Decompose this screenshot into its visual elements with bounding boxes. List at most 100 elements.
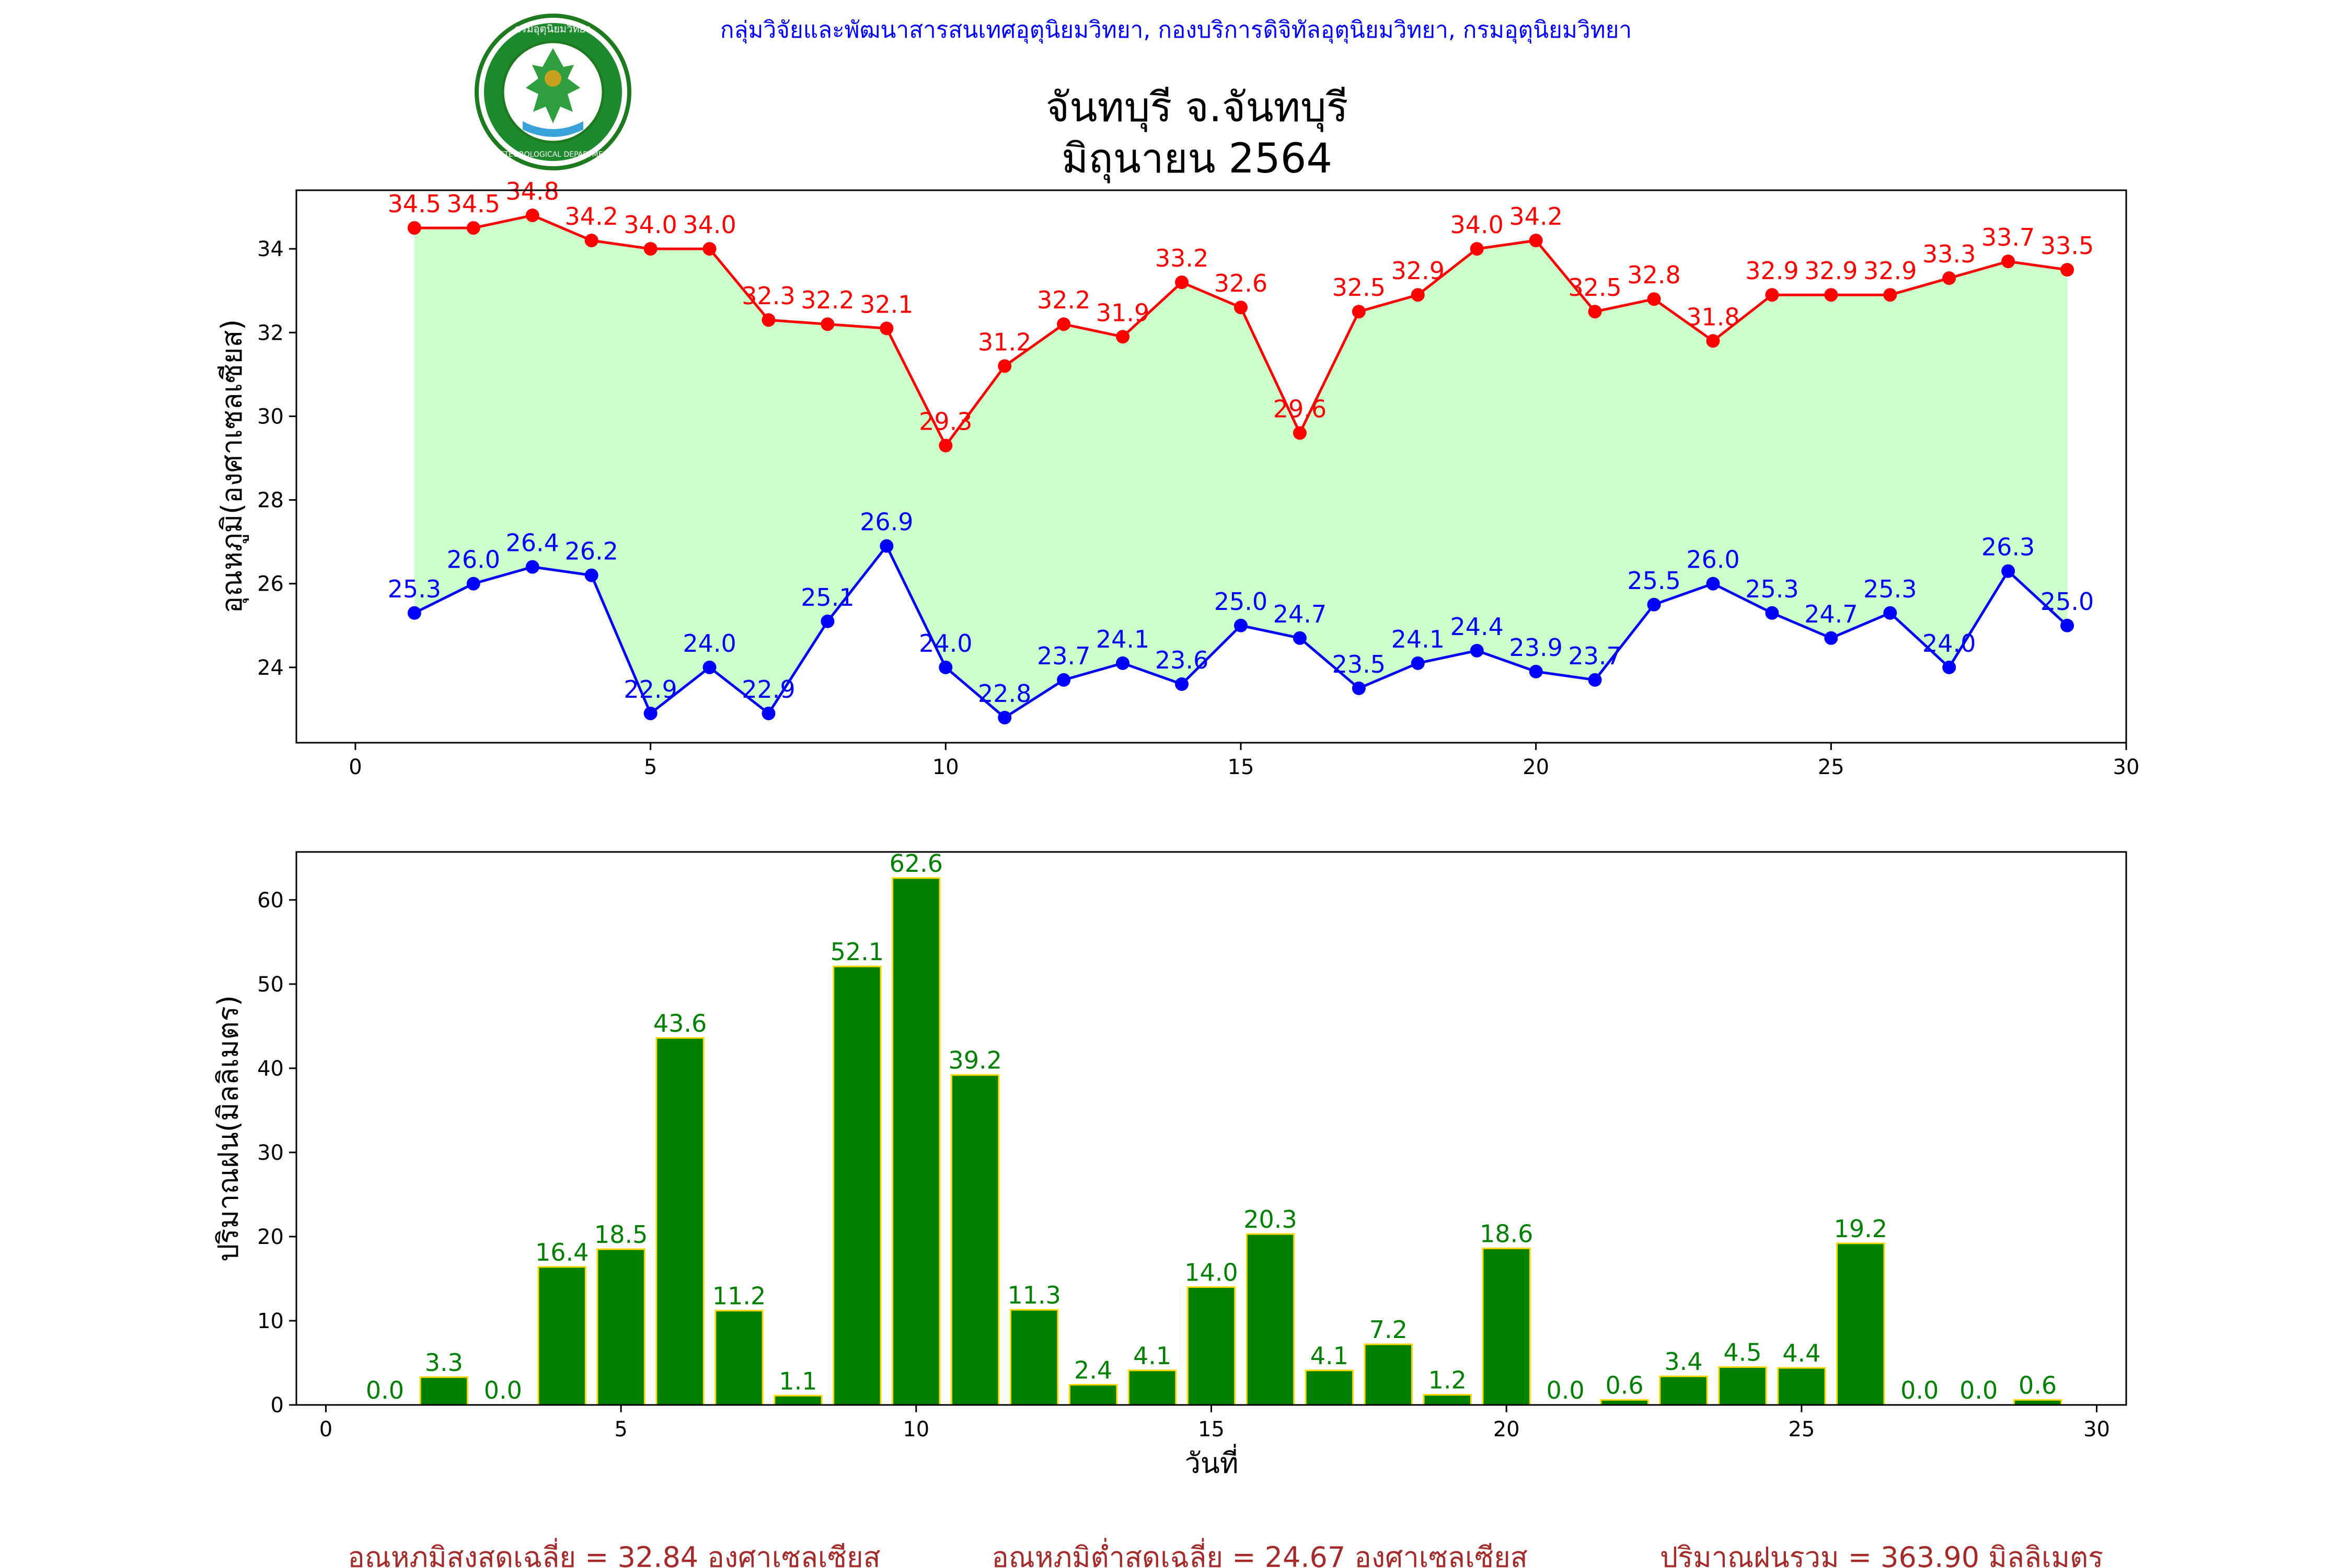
min-temperature-point — [1293, 631, 1307, 645]
y-tick-label: 20 — [257, 1225, 284, 1249]
min-temperature-point — [939, 660, 953, 674]
min-temperature-data-label: 22.9 — [742, 675, 795, 704]
x-tick-label: 20 — [1523, 755, 1549, 779]
max-temperature-point — [584, 234, 598, 248]
min-temperature-data-label: 24.7 — [1273, 600, 1327, 628]
min-temperature-data-label: 26.3 — [1981, 533, 2035, 561]
rainfall-bar — [1186, 1286, 1236, 1406]
max-temperature-point — [702, 242, 717, 256]
min-temperature-data-label: 25.1 — [801, 583, 854, 612]
min-temperature-point — [2060, 618, 2074, 632]
max-temperature-point — [821, 317, 835, 331]
rainfall-bar — [1246, 1233, 1295, 1406]
max-temperature-data-label: 32.8 — [1627, 261, 1680, 289]
max-temperature-point — [1293, 426, 1307, 440]
min-temperature-data-label: 26.0 — [1686, 546, 1739, 574]
rainfall-data-label: 16.4 — [535, 1238, 589, 1266]
rainfall-data-label: 52.1 — [831, 938, 884, 966]
max-temperature-point — [1824, 288, 1838, 302]
rainfall-bar — [892, 877, 941, 1406]
x-tick-label: 0 — [349, 755, 362, 779]
min-temperature-data-label: 24.4 — [1450, 613, 1503, 641]
rainfall-data-label: 43.6 — [653, 1009, 707, 1037]
max-temperature-data-label: 32.2 — [801, 286, 854, 314]
rainfall-data-label: 39.2 — [949, 1046, 1002, 1075]
x-tick-label: 25 — [1818, 755, 1844, 779]
rainfall-data-label: 20.3 — [1243, 1205, 1297, 1233]
max-temperature-data-label: 34.0 — [683, 211, 736, 239]
min-temperature-data-label: 23.7 — [1037, 642, 1090, 670]
rainfall-data-label: 1.2 — [1428, 1366, 1467, 1394]
min-temperature-point — [1057, 673, 1071, 687]
max-temperature-data-label: 32.5 — [1332, 273, 1386, 302]
rainfall-data-label: 2.4 — [1074, 1356, 1112, 1384]
temperature-y-axis-label: อุณหภูมิ(องศาเซลเซียส) — [215, 319, 249, 614]
max-temperature-data-label: 34.0 — [624, 211, 677, 239]
min-temperature-data-label: 26.9 — [860, 508, 913, 536]
rainfall-x-axis-label: วันที่ — [1185, 1444, 1239, 1480]
max-temperature-data-label: 31.2 — [978, 328, 1031, 356]
rainfall-bar — [951, 1074, 1000, 1406]
rainfall-bar — [1836, 1242, 1885, 1406]
rainfall-data-label: 1.1 — [779, 1367, 817, 1395]
min-temperature-data-label: 25.3 — [388, 575, 441, 603]
y-tick-label: 24 — [257, 656, 284, 680]
rainfall-bar — [1423, 1394, 1472, 1406]
rainfall-data-label: 7.2 — [1369, 1316, 1408, 1344]
max-temperature-data-label: 32.9 — [1745, 257, 1798, 285]
min-temperature-data-label: 24.7 — [1804, 600, 1858, 628]
max-temperature-data-label: 34.2 — [1509, 202, 1562, 230]
min-temperature-point — [525, 560, 539, 574]
max-temperature-data-label: 32.9 — [1863, 257, 1917, 285]
min-temperature-data-label: 26.2 — [564, 537, 618, 566]
min-temperature-point — [762, 706, 776, 720]
max-temperature-point — [939, 439, 953, 453]
max-temperature-point — [466, 221, 480, 235]
min-temperature-data-label: 25.3 — [1863, 575, 1917, 603]
max-temperature-data-label: 34.0 — [1450, 211, 1503, 239]
rainfall-bar — [1718, 1366, 1767, 1406]
min-temperature-data-label: 23.9 — [1509, 633, 1562, 662]
min-temperature-data-label: 23.7 — [1568, 642, 1621, 670]
rainfall-data-label: 18.5 — [594, 1220, 648, 1249]
max-temperature-data-label: 33.7 — [1981, 223, 2035, 251]
max-temperature-data-label: 32.5 — [1568, 273, 1621, 302]
min-temperature-point — [1411, 656, 1425, 670]
max-temperature-point — [1942, 271, 1956, 285]
max-temperature-point — [2001, 255, 2015, 269]
rainfall-plot-frame — [295, 851, 2127, 1406]
x-tick-label: 30 — [2113, 755, 2140, 779]
y-tick-label: 32 — [257, 321, 284, 345]
min-temperature-data-label: 25.3 — [1745, 575, 1798, 603]
rainfall-data-label: 11.3 — [1007, 1281, 1060, 1309]
x-tick-label: 25 — [1788, 1417, 1815, 1442]
min-temperature-point — [1883, 606, 1897, 620]
max-temperature-data-label: 33.3 — [1922, 240, 1976, 268]
rainfall-bar — [1068, 1383, 1118, 1406]
min-temperature-point — [584, 568, 598, 582]
min-temperature-point — [702, 660, 717, 674]
rainfall-bar — [1482, 1247, 1531, 1406]
x-tick-label: 10 — [903, 1417, 929, 1442]
rainfall-data-label: 4.4 — [1782, 1339, 1820, 1367]
max-temperature-point — [998, 359, 1012, 373]
max-temperature-data-label: 32.6 — [1214, 269, 1267, 297]
max-temperature-point — [1588, 305, 1602, 319]
min-temperature-point — [2001, 564, 2015, 578]
x-tick-label: 5 — [614, 1417, 627, 1442]
rainfall-data-label: 0.0 — [1959, 1376, 1998, 1404]
rainfall-bar — [1777, 1367, 1826, 1406]
rainfall-bar — [774, 1394, 823, 1406]
max-temperature-point — [1765, 288, 1779, 302]
rainfall-bar — [655, 1037, 705, 1406]
max-temperature-point — [1647, 292, 1661, 306]
max-temperature-point — [2060, 263, 2074, 277]
rainfall-bar — [1127, 1369, 1177, 1406]
rainfall-bar — [596, 1248, 645, 1406]
min-temperature-data-label: 25.0 — [2040, 587, 2094, 616]
max-temperature-point — [407, 221, 421, 235]
rainfall-bar — [537, 1266, 586, 1406]
max-temperature-point — [762, 313, 776, 327]
min-temperature-data-label: 25.0 — [1214, 587, 1267, 616]
